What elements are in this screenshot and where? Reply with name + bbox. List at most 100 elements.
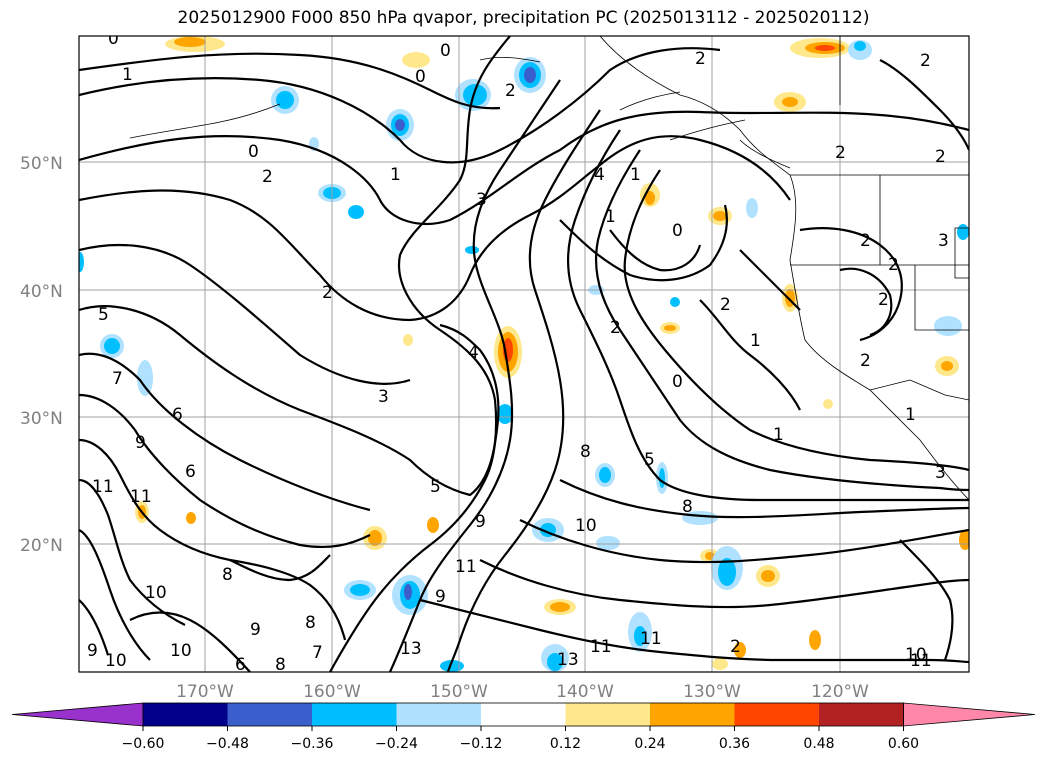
colorbar-segment (819, 703, 904, 726)
longitude-labels: 170°W 160°W 150°W 140°W 130°W 120°W (176, 682, 869, 702)
svg-text:9: 9 (250, 620, 261, 640)
svg-text:2: 2 (888, 255, 899, 275)
map-title: 2025012900 F000 850 hPa qvapor, precipit… (177, 8, 870, 28)
svg-text:6: 6 (172, 405, 183, 425)
lon-label-160w: 160°W (303, 682, 361, 702)
svg-text:1: 1 (773, 425, 784, 445)
svg-text:1: 1 (605, 207, 616, 227)
svg-text:6: 6 (185, 462, 196, 482)
colorbar-segment (227, 703, 313, 726)
svg-text:3: 3 (938, 231, 949, 251)
svg-text:2: 2 (920, 51, 931, 71)
svg-text:11: 11 (910, 651, 932, 671)
svg-text:9: 9 (475, 512, 486, 532)
svg-text:11: 11 (130, 487, 152, 507)
colorbar-segment (143, 703, 228, 726)
svg-text:13: 13 (400, 639, 422, 659)
colorbar-tick-label: 0.12 (550, 736, 581, 752)
svg-text:1: 1 (390, 165, 401, 185)
svg-text:8: 8 (222, 565, 233, 585)
svg-text:2: 2 (505, 81, 516, 101)
svg-text:1: 1 (750, 331, 761, 351)
lat-label-40n: 40°N (20, 282, 63, 302)
colorbar-tick-label: 0.60 (888, 736, 919, 752)
svg-text:11: 11 (455, 557, 477, 577)
svg-text:7: 7 (112, 369, 123, 389)
lat-label-50n: 50°N (20, 154, 63, 174)
colorbar-tick-label: 0.36 (719, 736, 750, 752)
lat-label-20n: 20°N (20, 536, 63, 556)
colorbar-outline (142, 702, 904, 727)
svg-text:2: 2 (835, 143, 846, 163)
colorbar-tick-label: −0.24 (375, 736, 418, 752)
precip-positive-shading (135, 36, 969, 670)
svg-text:2: 2 (860, 351, 871, 371)
colorbar-segment (734, 703, 820, 726)
svg-text:0: 0 (415, 67, 426, 87)
qvapor-contours (79, 36, 969, 672)
svg-text:3: 3 (476, 190, 487, 210)
svg-text:1: 1 (905, 405, 916, 425)
plot-area (79, 36, 969, 672)
svg-text:11: 11 (640, 629, 662, 649)
lat-label-30n: 30°N (20, 409, 63, 429)
svg-text:0: 0 (440, 41, 451, 61)
gridlines (79, 36, 969, 672)
svg-text:1: 1 (630, 165, 641, 185)
lon-label-150w: 150°W (430, 682, 488, 702)
svg-text:2: 2 (878, 290, 889, 310)
svg-text:0: 0 (672, 221, 683, 241)
colorbar-tick-label: 0.24 (634, 736, 665, 752)
svg-text:8: 8 (275, 655, 286, 675)
svg-text:10: 10 (105, 651, 127, 671)
svg-text:3: 3 (935, 463, 946, 483)
svg-text:1: 1 (122, 65, 133, 85)
svg-text:6: 6 (235, 655, 246, 675)
svg-text:11: 11 (590, 637, 612, 657)
colorbar-extend-min (11, 702, 144, 727)
svg-text:0: 0 (108, 29, 119, 49)
svg-text:2: 2 (935, 147, 946, 167)
svg-text:2: 2 (610, 318, 621, 338)
svg-text:5: 5 (430, 477, 441, 497)
latitude-labels: 50°N 40°N 30°N 20°N (20, 154, 63, 556)
colorbar-segment (481, 703, 566, 726)
svg-text:13: 13 (557, 650, 579, 670)
svg-text:9: 9 (87, 641, 98, 661)
colorbar-segment (565, 703, 651, 726)
svg-text:10: 10 (575, 516, 597, 536)
colorbar: −0.60 −0.48 −0.36 −0.24 −0.12 0.12 0.24 0.36 0.4… (11, 702, 1036, 752)
colorbar-tick-label: 0.48 (803, 736, 834, 752)
colorbar-tick-label: −0.60 (122, 736, 165, 752)
map-frame (78, 35, 970, 673)
colorbar-tick-label: −0.48 (206, 736, 249, 752)
svg-text:5: 5 (98, 305, 109, 325)
svg-text:2: 2 (730, 637, 741, 657)
svg-text:11: 11 (92, 477, 114, 497)
colorbar-tick-label: −0.36 (291, 736, 334, 752)
svg-text:8: 8 (580, 442, 591, 462)
svg-text:10: 10 (905, 645, 927, 665)
colorbar-segment (312, 703, 397, 726)
svg-text:4: 4 (468, 343, 479, 363)
svg-text:9: 9 (135, 433, 146, 453)
coastlines (129, 36, 969, 501)
svg-text:9: 9 (435, 587, 446, 607)
colorbar-extend-max (903, 702, 1036, 727)
svg-text:0: 0 (672, 372, 683, 392)
svg-text:3: 3 (378, 387, 389, 407)
colorbar-tick-label: −0.12 (460, 736, 503, 752)
lon-label-120w: 120°W (811, 682, 869, 702)
svg-text:2: 2 (860, 231, 871, 251)
svg-text:8: 8 (305, 613, 316, 633)
svg-text:10: 10 (145, 583, 167, 603)
svg-text:2: 2 (695, 49, 706, 69)
svg-text:10: 10 (170, 641, 192, 661)
contour-labels: 1 0 2 1 3 2 4 3 5 7 6 9 11 11 6 5 9 10 8… (87, 29, 949, 675)
svg-text:0: 0 (248, 142, 259, 162)
lon-label-140w: 140°W (556, 682, 614, 702)
svg-text:4: 4 (594, 165, 605, 185)
colorbar-segment (650, 703, 735, 726)
lon-label-130w: 130°W (683, 682, 741, 702)
